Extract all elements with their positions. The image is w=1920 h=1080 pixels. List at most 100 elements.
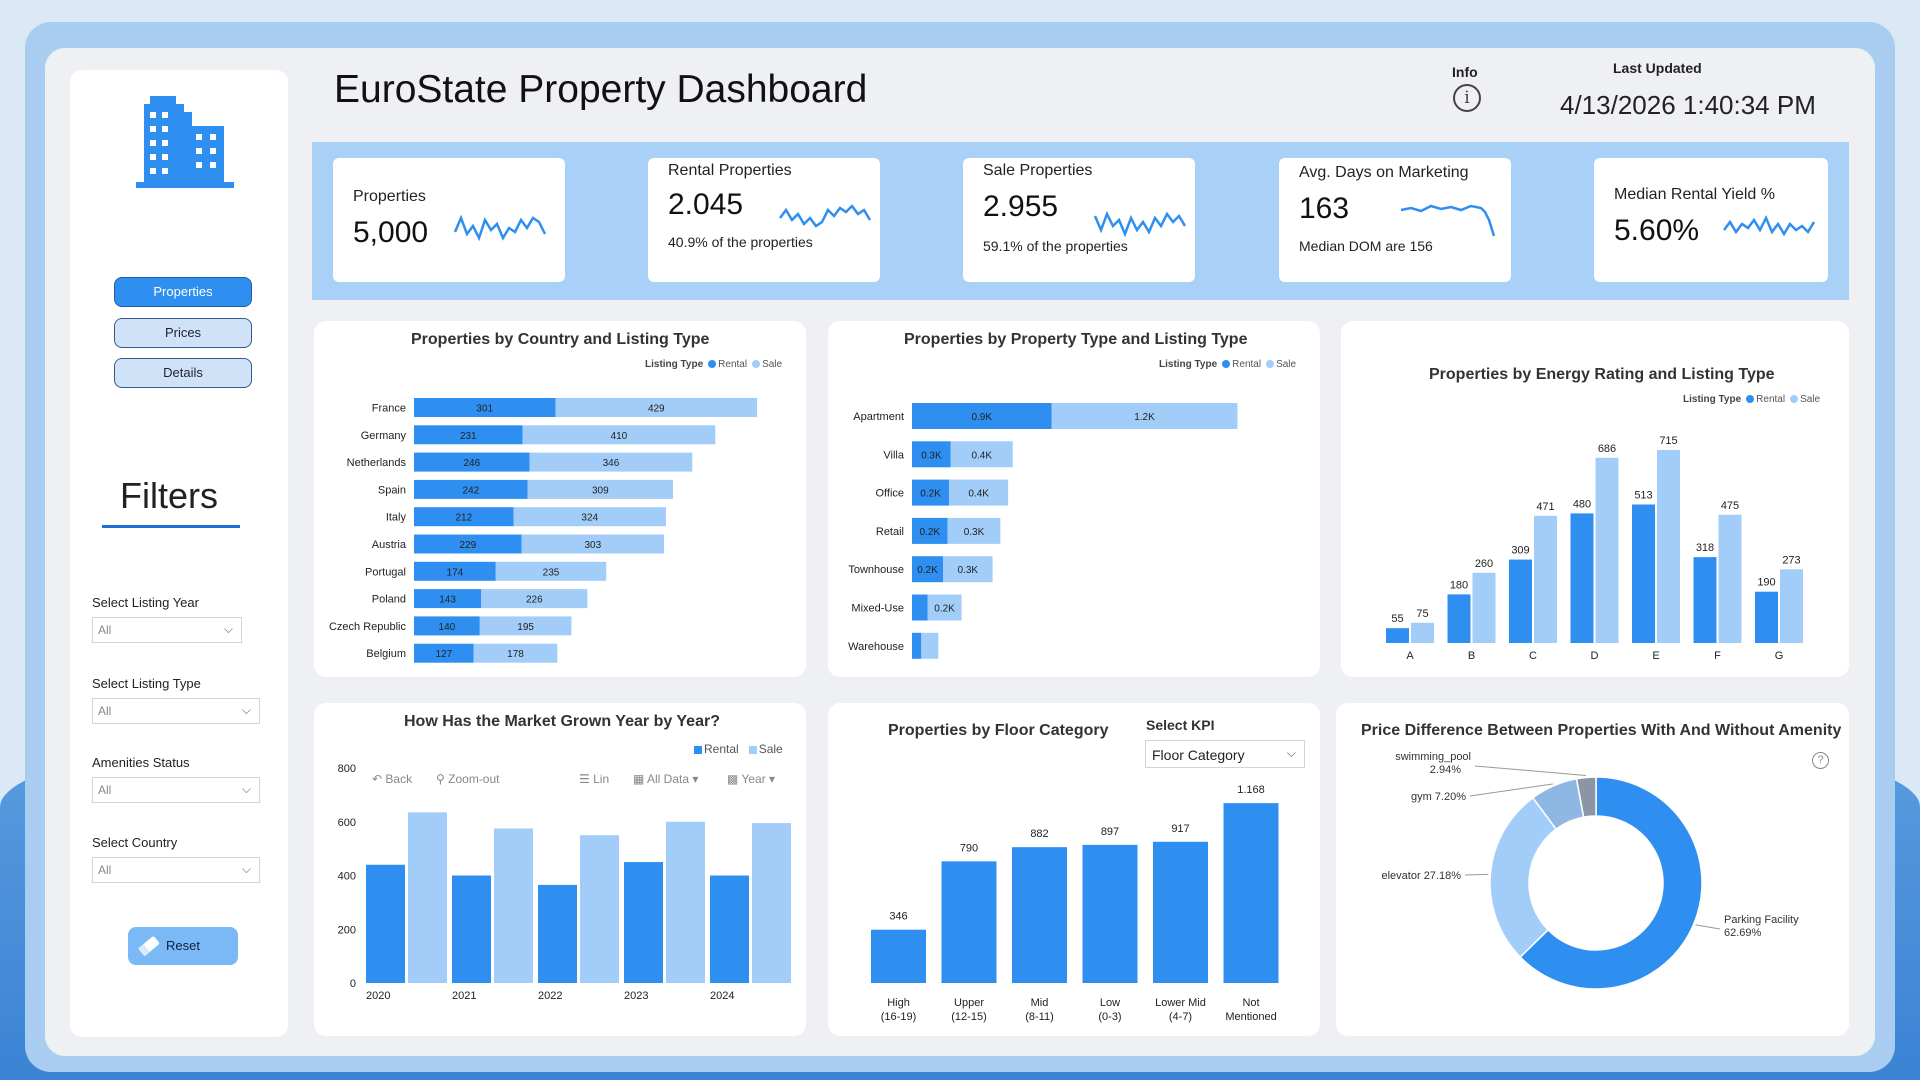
kpi-properties-card: Properties 5,000 bbox=[333, 158, 565, 282]
legend-rental-swatch bbox=[1222, 360, 1231, 369]
category-label: Villa bbox=[883, 449, 904, 461]
y-tick-label: 400 bbox=[338, 871, 356, 883]
donut-slice bbox=[1489, 796, 1558, 959]
bar-sale bbox=[481, 589, 588, 609]
data-label: 273 bbox=[1782, 554, 1800, 566]
all-data-label: All Data bbox=[647, 772, 690, 786]
kpi-title: Avg. Days on Marketing bbox=[1299, 164, 1469, 181]
data-label: 140 bbox=[439, 622, 456, 633]
legend-rental-swatch bbox=[1746, 395, 1755, 404]
bar-rental bbox=[912, 441, 951, 468]
back-button[interactable]: ↶ Back bbox=[372, 772, 412, 786]
data-label: 1.168 bbox=[1237, 784, 1265, 796]
data-label: 0.2K bbox=[934, 604, 955, 615]
kpi-select-dropdown[interactable]: Floor Category ⌵ bbox=[1145, 740, 1305, 768]
data-label: 309 bbox=[592, 485, 609, 496]
nav-properties-button[interactable]: Properties bbox=[114, 277, 252, 307]
bar-rental bbox=[1693, 557, 1717, 643]
bar-chart-icon: ▩ bbox=[727, 772, 739, 786]
info-icon[interactable]: i bbox=[1453, 84, 1481, 112]
kpi-value: 2.045 bbox=[668, 188, 744, 221]
category-label: (12-15) bbox=[951, 1011, 986, 1023]
legend-sale-label: Sale bbox=[1800, 394, 1821, 405]
category-label: (4-7) bbox=[1169, 1011, 1192, 1023]
data-label: 195 bbox=[517, 622, 534, 633]
legend-rental-swatch bbox=[708, 360, 717, 369]
bar-sale bbox=[479, 616, 572, 636]
legend-sale-swatch bbox=[748, 745, 757, 754]
kpi-value: 2.955 bbox=[983, 190, 1059, 223]
data-label: 0.3K bbox=[958, 565, 979, 576]
bar-sale bbox=[947, 517, 1001, 544]
legend-rental-label: Rental bbox=[704, 742, 739, 756]
last-updated-value: 4/13/2026 1:40:34 PM bbox=[1560, 90, 1816, 120]
chart-legend: Listing Type Rental Sale bbox=[645, 359, 782, 370]
bar-sale bbox=[580, 835, 619, 983]
legend-rental-label: Rental bbox=[1232, 359, 1262, 370]
bar bbox=[871, 929, 926, 983]
data-label: 0.2K bbox=[920, 489, 941, 500]
nav-details-button[interactable]: Details bbox=[114, 358, 252, 388]
bar-sale bbox=[921, 632, 939, 659]
data-label: 127 bbox=[436, 649, 453, 660]
listing-type-select[interactable]: All ⌵ bbox=[92, 698, 260, 724]
slice-label: elevator 27.18% bbox=[1382, 870, 1462, 882]
legend-sale-swatch bbox=[1790, 395, 1799, 404]
property-type-chart-panel: Properties by Property Type and Listing … bbox=[828, 321, 1320, 677]
country-select[interactable]: All ⌵ bbox=[92, 857, 260, 883]
category-label: Poland bbox=[372, 594, 406, 606]
year-button[interactable]: ▩ Year ▾ bbox=[727, 772, 776, 786]
data-label: 235 bbox=[543, 567, 560, 578]
chart-legend: Listing Type Rental Sale bbox=[1683, 394, 1820, 405]
slice-name: swimming_pool bbox=[1395, 751, 1471, 763]
reset-button[interactable]: Reset bbox=[128, 927, 238, 965]
kpi-title: Properties bbox=[353, 188, 426, 205]
data-label: 178 bbox=[507, 649, 524, 660]
kpi-sparkline bbox=[1723, 215, 1816, 237]
zoom-out-button[interactable]: ⚲ Zoom-out bbox=[436, 772, 500, 786]
kpi-value: 163 bbox=[1299, 192, 1350, 225]
legend-sale-swatch bbox=[752, 360, 761, 369]
lin-button[interactable]: ☰ Lin bbox=[579, 772, 609, 786]
listing-year-label: Select Listing Year bbox=[92, 595, 199, 610]
category-label: Czech Republic bbox=[329, 621, 407, 633]
amenities-status-select[interactable]: All ⌵ bbox=[92, 777, 260, 803]
category-label: E bbox=[1652, 650, 1659, 662]
data-label: 513 bbox=[1634, 489, 1652, 501]
bar-rental bbox=[414, 643, 474, 663]
select-kpi-label: Select KPI bbox=[1146, 717, 1215, 733]
sidebar: Properties Prices Details Filters Select… bbox=[70, 70, 288, 1037]
data-label: 410 bbox=[611, 431, 628, 442]
chart-legend: Rental Sale bbox=[689, 742, 783, 756]
filters-title: Filters bbox=[120, 475, 218, 516]
nav-prices-button[interactable]: Prices bbox=[114, 318, 252, 348]
bar bbox=[1082, 844, 1138, 983]
listing-year-select[interactable]: All ⌵ bbox=[92, 617, 242, 643]
all-data-button[interactable]: ▦ All Data ▾ bbox=[633, 772, 699, 786]
chart-title: Properties by Country and Listing Type bbox=[411, 331, 710, 348]
bar-rental bbox=[624, 862, 663, 983]
bar-rental bbox=[414, 616, 480, 636]
kpi-sparkline bbox=[779, 204, 872, 228]
bar-sale bbox=[521, 534, 665, 554]
chevron-down-icon: ⌵ bbox=[1286, 746, 1296, 760]
year-label: Year bbox=[741, 772, 766, 786]
bar-rental bbox=[912, 594, 928, 621]
kpi-title: Rental Properties bbox=[668, 162, 792, 179]
help-icon[interactable]: ? bbox=[1812, 752, 1829, 769]
category-label: 2020 bbox=[366, 990, 390, 1002]
chevron-down-icon: ⌵ bbox=[241, 782, 251, 796]
category-label: G bbox=[1775, 650, 1784, 662]
slice-label: gym 7.20% bbox=[1411, 791, 1466, 803]
category-label: (8-11) bbox=[1025, 1011, 1054, 1023]
lin-label: Lin bbox=[593, 772, 610, 786]
data-label: 686 bbox=[1598, 443, 1616, 455]
leader-line bbox=[1695, 924, 1721, 930]
floor-chart-panel: Properties by Floor Category Select KPI … bbox=[828, 703, 1320, 1036]
category-label: Townhouse bbox=[848, 564, 904, 576]
country-value: All bbox=[98, 863, 112, 877]
bar-rental bbox=[710, 875, 749, 983]
category-label: Retail bbox=[876, 526, 904, 538]
legend-rental-label: Rental bbox=[1756, 394, 1786, 405]
